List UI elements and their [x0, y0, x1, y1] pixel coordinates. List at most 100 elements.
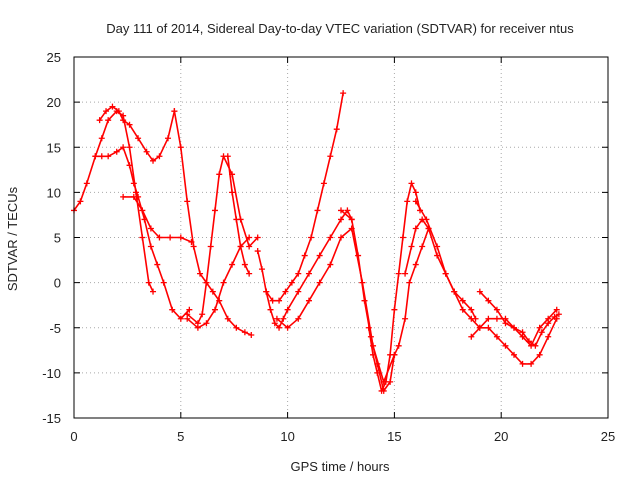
data-point — [254, 234, 261, 241]
data-point — [241, 329, 248, 336]
data-point — [224, 153, 231, 160]
y-tick-label: 15 — [47, 140, 61, 155]
data-point — [404, 198, 411, 205]
data-point — [472, 315, 479, 322]
data-point — [338, 234, 344, 241]
data-point — [395, 342, 402, 349]
data-point — [451, 288, 458, 295]
data-point — [98, 153, 105, 160]
data-point — [224, 315, 231, 322]
data-point — [538, 329, 545, 336]
series-arc-1 — [71, 108, 157, 295]
data-point — [207, 243, 214, 250]
data-point — [536, 351, 543, 358]
data-point — [194, 324, 201, 331]
data-point — [276, 297, 283, 304]
series-arc-5 — [120, 193, 195, 246]
data-point — [485, 315, 492, 322]
series-arc-10 — [263, 90, 347, 304]
data-point — [113, 148, 120, 155]
data-point — [211, 207, 218, 214]
data-point — [267, 306, 274, 313]
data-point — [115, 108, 122, 115]
data-point — [77, 198, 84, 205]
data-point — [361, 297, 368, 304]
series-line — [414, 200, 477, 320]
y-tick-label: 0 — [54, 276, 61, 291]
y-tick-label: 25 — [47, 50, 61, 65]
series-arc-11 — [273, 225, 398, 385]
data-point — [167, 234, 174, 241]
data-point — [229, 261, 236, 268]
data-point — [511, 351, 518, 358]
data-point — [154, 261, 161, 268]
data-point — [233, 324, 240, 331]
data-point — [344, 207, 351, 214]
data-point — [145, 279, 152, 286]
data-point — [190, 243, 197, 250]
data-point — [273, 315, 280, 322]
data-point — [493, 333, 500, 340]
axis-ticks: 0 5 10 15 20 25 25 20 15 10 5 0 -5 -10 -15 — [42, 50, 615, 444]
data-point — [320, 180, 327, 187]
chart-title: Day 111 of 2014, Sidereal Day-to-day VTE… — [106, 21, 574, 36]
data-point — [511, 324, 518, 331]
data-point — [528, 360, 535, 367]
data-point — [402, 315, 409, 322]
data-point — [519, 329, 526, 336]
data-point — [316, 279, 323, 286]
data-point — [476, 324, 483, 331]
data-point — [271, 320, 278, 327]
data-point — [120, 144, 127, 151]
series-line — [98, 105, 176, 162]
data-point — [248, 331, 255, 338]
y-tick-label: 5 — [54, 231, 61, 246]
series-arc-9 — [254, 207, 355, 331]
y-axis-label: SDTVAR / TECUs — [5, 186, 20, 291]
data-point — [459, 297, 466, 304]
data-point — [284, 306, 291, 313]
data-point — [105, 153, 112, 160]
data-point — [555, 311, 562, 318]
data-point — [459, 306, 466, 313]
data-point — [387, 351, 394, 358]
data-point — [246, 243, 253, 250]
data-point — [199, 311, 206, 318]
data-point — [211, 306, 218, 313]
data-point — [120, 193, 127, 200]
data-point — [177, 315, 184, 322]
data-point — [485, 324, 492, 331]
data-point — [126, 162, 133, 169]
series-line — [227, 155, 250, 275]
data-point — [143, 148, 150, 155]
data-point — [184, 198, 191, 205]
data-point — [493, 306, 500, 313]
data-point — [130, 180, 137, 187]
data-point — [156, 234, 163, 241]
x-tick-label: 20 — [494, 429, 508, 444]
data-point — [333, 126, 340, 133]
data-point — [126, 121, 133, 128]
data-point — [263, 288, 270, 295]
y-tick-label: -10 — [42, 366, 61, 381]
y-tick-label: -5 — [49, 321, 61, 336]
data-point — [171, 108, 178, 115]
data-point — [476, 288, 483, 295]
series-line — [173, 110, 253, 336]
data-point — [169, 306, 176, 313]
data-point — [370, 351, 377, 358]
data-point — [246, 270, 253, 277]
data-point — [468, 306, 475, 313]
data-point — [139, 207, 146, 214]
series-line — [73, 110, 154, 293]
y-tick-label: -15 — [42, 411, 61, 426]
data-point — [551, 313, 558, 320]
data-point — [316, 252, 323, 259]
data-point — [220, 279, 227, 286]
data-point — [402, 270, 409, 277]
x-tick-label: 0 — [70, 429, 77, 444]
data-point — [412, 225, 419, 232]
data-point — [246, 234, 253, 241]
